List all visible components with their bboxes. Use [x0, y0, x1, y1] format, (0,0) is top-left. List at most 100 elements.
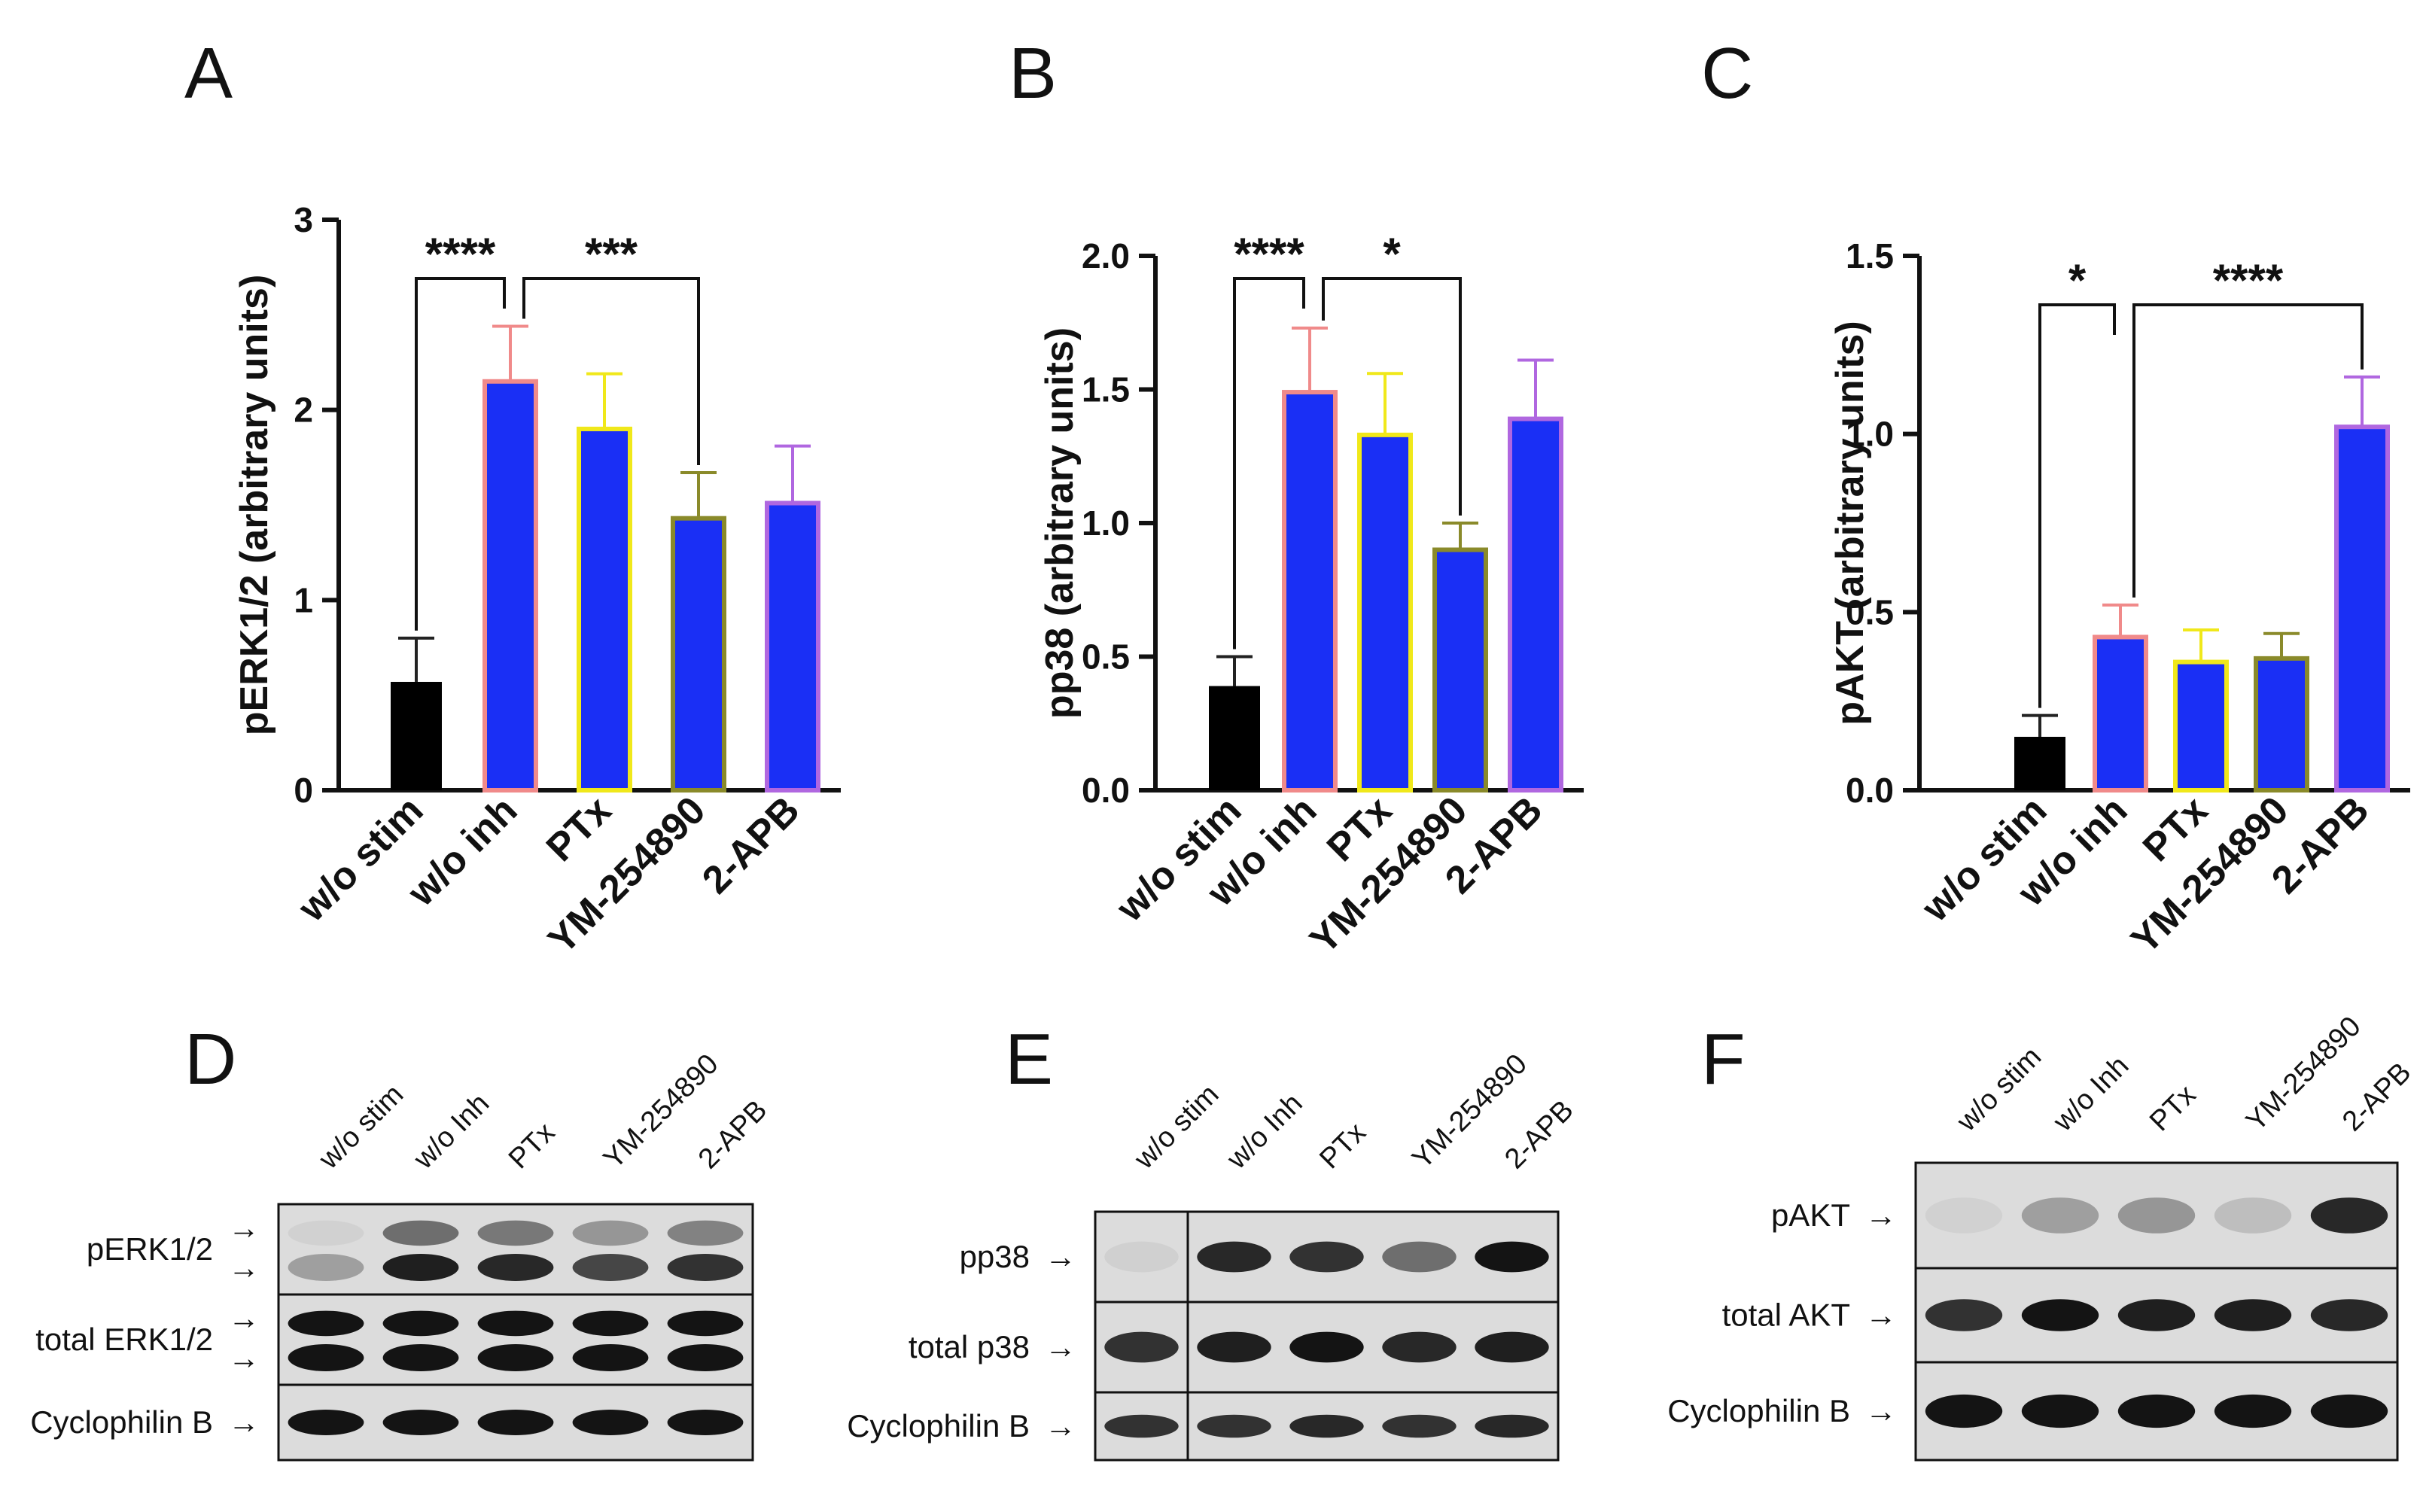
blot-band — [1289, 1414, 1364, 1438]
bar — [482, 379, 538, 793]
panel-letter: D — [184, 1019, 236, 1100]
row-arrow: → — [228, 1340, 260, 1375]
significance-bracket — [1322, 277, 1462, 516]
blot-band — [2310, 1197, 2388, 1234]
blot-band — [1104, 1241, 1179, 1273]
row-label: pAKT — [1771, 1197, 1850, 1233]
lane-label: w/o Inh — [1221, 1088, 1309, 1176]
blot-band — [2117, 1197, 2196, 1234]
lane-label: 2-APB — [693, 1094, 773, 1175]
y-tick-label: 0.5 — [1846, 592, 1894, 631]
row-arrow: → — [1865, 1298, 1897, 1333]
bar — [2254, 656, 2309, 793]
blot-band — [382, 1310, 459, 1337]
blot-band — [667, 1310, 744, 1337]
blot-band — [1104, 1331, 1179, 1363]
blot-band — [288, 1344, 364, 1371]
blot-band — [1104, 1414, 1179, 1438]
y-tick-label: 0.5 — [1082, 637, 1130, 677]
bar — [1282, 390, 1338, 793]
blot-band — [572, 1254, 649, 1281]
blot-band — [2021, 1197, 2099, 1234]
significance-bracket — [2132, 303, 2364, 598]
blot-band — [1289, 1331, 1364, 1363]
blot-band — [1475, 1241, 1549, 1273]
blot-band — [288, 1254, 364, 1281]
row-arrow: → — [1865, 1197, 1897, 1233]
bar — [577, 426, 632, 793]
blot-band — [382, 1410, 459, 1435]
row-label: total AKT — [1722, 1298, 1850, 1333]
lane-label: 2-APB — [1499, 1094, 1579, 1175]
y-tick-label: 2.0 — [1082, 236, 1130, 275]
blot-band — [382, 1220, 459, 1246]
blot-band — [572, 1344, 649, 1371]
panel-letter: F — [1701, 1019, 1746, 1100]
blot-band — [2214, 1197, 2292, 1234]
row-label: pp38 — [960, 1239, 1030, 1274]
y-tick-label: 0.0 — [1082, 771, 1130, 810]
y-tick-label: 3 — [294, 200, 313, 239]
blot-band — [477, 1344, 554, 1371]
blot-band — [2310, 1299, 2388, 1331]
blot-band — [1925, 1197, 2003, 1234]
row-arrow: → — [1865, 1393, 1897, 1428]
lane-label: PTx — [2144, 1079, 2202, 1137]
blot-band — [572, 1310, 649, 1337]
blot-band — [667, 1220, 744, 1246]
lane-label: w/o stim — [1950, 1041, 2047, 1138]
bar — [1508, 416, 1563, 793]
row-arrow: → — [228, 1301, 260, 1336]
blot-band — [288, 1410, 364, 1435]
panel-letter: C — [1701, 33, 1753, 114]
bar — [2334, 424, 2390, 793]
row-label: Cyclophilin B — [30, 1404, 213, 1440]
significance-label: * — [2068, 255, 2087, 306]
blot-band — [477, 1220, 554, 1246]
lane-label: PTx — [503, 1117, 561, 1175]
significance-label: **** — [425, 229, 496, 279]
y-tick-label: 1.0 — [1082, 503, 1130, 543]
blot-band — [667, 1254, 744, 1281]
y-axis-label: pERK1/2 (arbitrary units) — [233, 275, 276, 736]
row-arrow: → — [228, 1249, 260, 1285]
blot-band — [1289, 1241, 1364, 1273]
significance-bracket — [522, 277, 700, 466]
bar — [1432, 547, 1488, 793]
blot-band — [382, 1344, 459, 1371]
blot-band — [2214, 1299, 2292, 1331]
blot-band — [1925, 1299, 2003, 1331]
row-label: Cyclophilin B — [1667, 1393, 1850, 1428]
blot-band — [477, 1310, 554, 1337]
y-axis-label: pp38 (arbitrary units) — [1038, 327, 1082, 719]
blot-band — [2021, 1299, 2099, 1331]
blot-band — [2117, 1299, 2196, 1331]
panel-letter: B — [1009, 33, 1057, 114]
bar — [2173, 659, 2229, 793]
y-tick-label: 1.5 — [1082, 370, 1130, 409]
blot-band — [1382, 1331, 1457, 1363]
bar — [2014, 737, 2065, 790]
panel-letter: A — [184, 33, 233, 114]
blot-band — [2310, 1394, 2388, 1428]
blot-band — [1475, 1331, 1549, 1363]
significance-bracket — [1233, 277, 1305, 650]
blot-band — [2214, 1394, 2292, 1428]
blot-band — [2117, 1394, 2196, 1428]
blot-band — [288, 1220, 364, 1246]
row-arrow: → — [1045, 1239, 1076, 1274]
y-tick-label: 0 — [294, 771, 313, 810]
blot-band — [667, 1410, 744, 1435]
blot-band — [572, 1410, 649, 1435]
y-tick-label: 2 — [294, 391, 313, 430]
lane-label: w/o Inh — [2047, 1050, 2135, 1138]
lane-label: 2-APB — [2336, 1057, 2417, 1137]
y-tick-label: 1.5 — [1846, 236, 1894, 275]
blot-band — [1925, 1394, 2003, 1428]
lane-label: w/o Inh — [407, 1088, 495, 1176]
blot-band — [288, 1310, 364, 1337]
